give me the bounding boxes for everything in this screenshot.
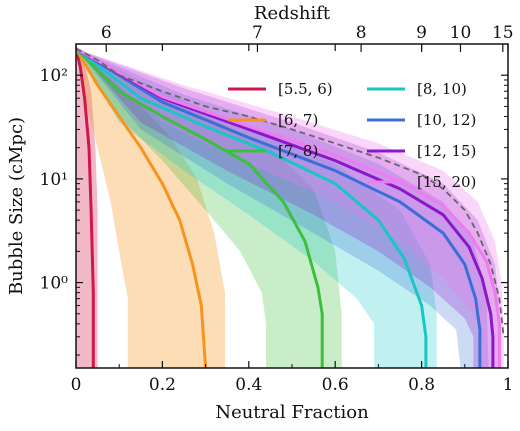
x-axis-title: Neutral Fraction [215,402,369,423]
top-tick-label: 9 [416,23,427,43]
band-2 [76,48,342,368]
y-axis-title: Bubble Size (cMpc) [6,117,27,295]
legend-label: [7, 8) [278,142,318,160]
top-axis-title: Redshift [254,3,331,24]
top-axis-ticks: 6 7 8 9 10 15 [101,23,514,52]
x-tick-label: 0.2 [149,375,176,395]
x-tick-label: 0.6 [322,375,349,395]
x-tick-label: 1 [503,375,514,395]
y-tick-label: 10² [40,66,68,86]
legend-label: [5.5, 6) [278,80,333,98]
y-tick-label: 10¹ [40,170,68,190]
band-1 [76,48,225,368]
x-tick-label: 0 [71,375,82,395]
legend-label: [8, 10) [417,80,467,98]
series-line-0 [76,48,95,368]
reference-dashed-line [76,47,505,337]
series-line-5 [76,47,495,368]
series-line-4 [76,47,482,368]
top-tick-label: 15 [492,23,514,43]
legend-label: [6, 7) [278,111,318,129]
y-tick-label: 10⁰ [40,274,69,294]
x-tick-label: 0.8 [408,375,435,395]
series-line-1 [76,47,208,368]
series-lines [76,47,501,368]
series-line-2 [76,47,324,368]
legend-label: [12, 15) [417,142,476,160]
series-line-6 [76,47,501,368]
reference-curve [76,47,505,337]
legend-label: [15, 20) [417,173,476,191]
legend: [5.5, 6) [6, 7) [7, 8) [8, 10) [10, 12) [12, … [228,80,476,191]
x-tick-label: 0.4 [235,375,262,395]
band-4 [76,48,489,368]
top-tick-label: 10 [450,23,472,43]
top-tick-label: 7 [252,23,263,43]
x-axis-ticks: 0 0.2 0.4 0.6 0.8 1 [71,44,514,395]
band-3 [76,48,437,368]
legend-label: [10, 12) [417,111,476,129]
top-tick-label: 8 [356,23,367,43]
top-tick-label: 6 [101,23,112,43]
series-line-3 [76,47,428,368]
y-axis-ticks: 10⁰ 10¹ 10² [40,43,508,356]
